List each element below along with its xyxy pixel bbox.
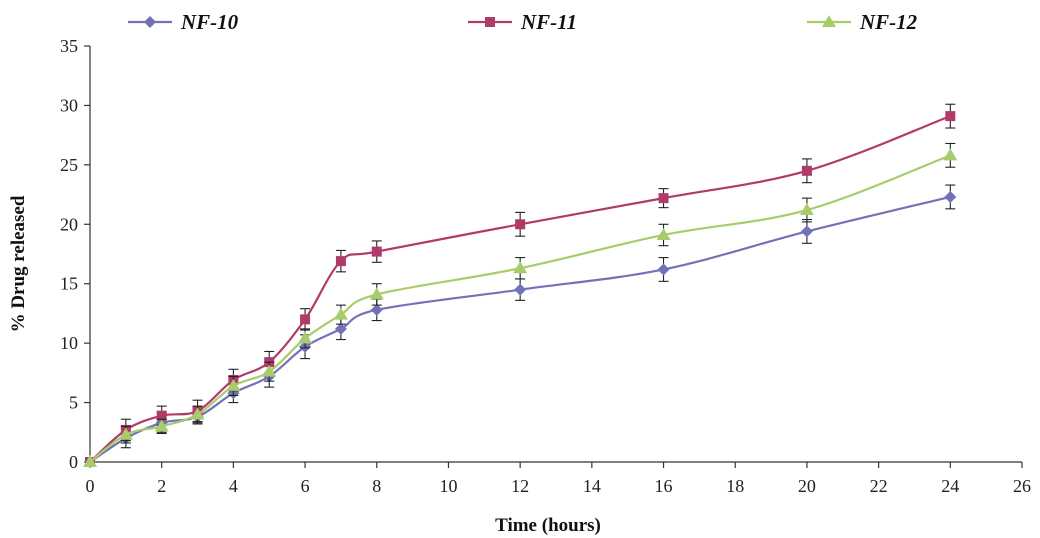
data-point — [334, 322, 347, 335]
y-tick-label: 35 — [60, 36, 78, 56]
data-point — [658, 193, 669, 204]
data-point — [945, 111, 956, 122]
legend-item-nf-11: NF-11 — [468, 10, 577, 34]
legend-item-nf-10: NF-10 — [128, 10, 239, 34]
data-point — [335, 256, 346, 267]
y-axis-title: % Drug released — [8, 195, 29, 332]
data-point — [154, 419, 169, 432]
data-point — [83, 455, 97, 467]
data-point — [514, 283, 527, 296]
y-tick-label: 20 — [60, 214, 78, 234]
legend-label: NF-12 — [859, 10, 918, 34]
data-point — [371, 246, 382, 257]
data-point — [943, 148, 958, 161]
x-tick-label: 26 — [1013, 476, 1031, 496]
data-point — [190, 407, 205, 420]
legend-marker — [822, 15, 836, 27]
x-tick-label: 4 — [229, 476, 238, 496]
x-tick-label: 6 — [301, 476, 310, 496]
x-tick-label: 14 — [583, 476, 601, 496]
series-line — [89, 154, 951, 463]
series-nf-12 — [83, 142, 958, 467]
data-point — [298, 331, 313, 344]
x-tick-label: 8 — [372, 476, 381, 496]
data-point — [226, 378, 241, 391]
data-point — [657, 263, 670, 276]
data-point — [944, 190, 957, 203]
legend-label: NF-11 — [520, 10, 577, 34]
x-tick-label: 2 — [157, 476, 166, 496]
data-point — [656, 227, 671, 240]
data-point — [370, 303, 383, 316]
legend-marker — [144, 16, 156, 28]
data-point — [262, 364, 277, 377]
data-point — [515, 219, 526, 230]
x-tick-label: 20 — [798, 476, 816, 496]
x-axis-title: Time (hours) — [495, 515, 601, 536]
series-layer — [83, 103, 958, 468]
x-tick-label: 22 — [870, 476, 888, 496]
y-tick-label: 15 — [60, 274, 78, 294]
legend: NF-10 NF-11 NF-12 — [128, 10, 918, 34]
y-tick-label: 30 — [60, 95, 78, 115]
y-tick-label: 25 — [60, 155, 78, 175]
data-point — [799, 203, 814, 216]
x-tick-label: 16 — [655, 476, 673, 496]
x-tick-label: 18 — [726, 476, 744, 496]
data-point — [156, 410, 167, 421]
data-point — [369, 287, 384, 300]
legend-item-nf-12: NF-12 — [807, 10, 918, 34]
legend-label: NF-10 — [180, 10, 239, 34]
y-tick-label: 0 — [69, 452, 78, 472]
data-point — [333, 307, 348, 320]
data-point — [513, 261, 528, 274]
data-point — [800, 225, 813, 238]
data-point — [801, 165, 812, 176]
x-tick-label: 0 — [86, 476, 95, 496]
x-tick-label: 10 — [439, 476, 457, 496]
data-point — [300, 314, 311, 325]
y-tick-label: 10 — [60, 333, 78, 353]
x-tick-label: 12 — [511, 476, 529, 496]
data-point — [118, 427, 133, 440]
legend-marker — [485, 17, 495, 27]
x-tick-label: 24 — [941, 476, 959, 496]
y-tick-label: 5 — [69, 393, 78, 413]
